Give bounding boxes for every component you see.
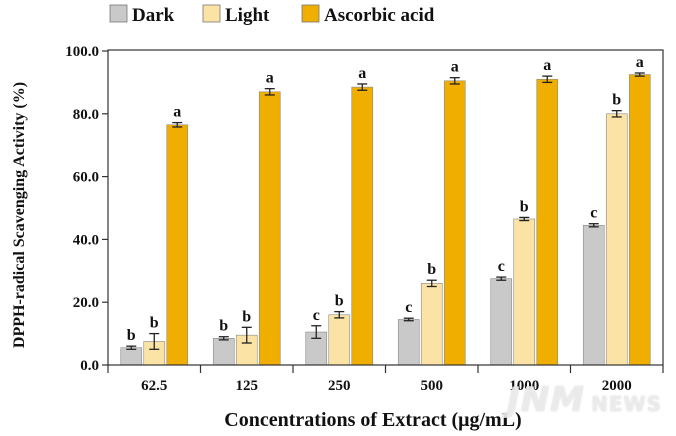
significance-label: c <box>405 299 412 316</box>
legend-label: Dark <box>132 5 175 26</box>
significance-label: b <box>520 198 529 215</box>
axes: 0.0 20.0 40.0 60.0 80.0 100.0 62.5 125 250 500 100… <box>65 44 664 394</box>
legend-swatch <box>202 4 221 23</box>
bar-dark <box>212 338 235 366</box>
significance-label: b <box>612 92 621 109</box>
bar-ascorbic-acid <box>258 91 281 366</box>
bar-ascorbic-acid <box>351 86 374 366</box>
legend-label: Ascorbic acid <box>324 5 435 26</box>
significance-label: b <box>150 315 159 332</box>
x-tick-label: 1000 <box>509 378 539 394</box>
bar-dark <box>490 278 513 366</box>
significance-label: b <box>219 318 228 335</box>
legend-label: Light <box>225 5 270 26</box>
bar-light <box>420 283 443 366</box>
legend-swatch <box>109 4 128 23</box>
significance-label: a <box>266 70 274 87</box>
x-tick-label: 500 <box>421 378 444 394</box>
plot-frame <box>107 49 664 366</box>
bar-light <box>605 113 628 366</box>
significance-label: a <box>173 104 181 121</box>
bar-ascorbic-acid <box>536 78 559 366</box>
bar-ascorbic-acid <box>166 124 189 366</box>
y-tick-label: 60.0 <box>73 170 99 186</box>
significance-label: a <box>451 59 459 76</box>
bar-ascorbic-acid <box>628 74 651 366</box>
significance-label: a <box>358 65 366 82</box>
x-tick-label: 62.5 <box>141 378 167 394</box>
legend: Dark Light Ascorbic acid <box>109 4 435 26</box>
significance-label: a <box>543 57 551 74</box>
significance-label: b <box>335 293 344 310</box>
y-tick-label: 20.0 <box>73 295 99 311</box>
legend-swatch <box>301 4 320 23</box>
watermark-sub: NEWS <box>591 392 662 416</box>
significance-label: c <box>498 258 505 275</box>
y-tick-label: 80.0 <box>73 107 99 123</box>
significance-label: b <box>427 261 436 278</box>
significance-label: a <box>636 54 644 71</box>
significance-label: c <box>313 307 320 324</box>
y-tick-label: 100.0 <box>65 44 99 60</box>
significance-label: b <box>127 327 136 344</box>
bar-ascorbic-acid <box>443 80 466 366</box>
bar-dark <box>582 224 605 366</box>
jnm-news-watermark: JNM NEWS <box>507 380 662 420</box>
x-tick-label: 2000 <box>602 378 632 394</box>
bar-dark <box>397 319 420 366</box>
x-tick-label: 125 <box>236 378 259 394</box>
bar-dark <box>120 347 143 366</box>
significance-label: c <box>590 205 597 222</box>
y-tick-label: 40.0 <box>73 232 99 248</box>
bar-light <box>328 314 351 366</box>
significance-label: b <box>242 308 251 325</box>
bar-light <box>513 218 536 366</box>
y-axis-label: DPPH-radical Scavenging Activity (%) <box>11 82 28 348</box>
x-axis-label: Concentrations of Extract (μg/mL) <box>224 409 521 431</box>
y-tick-label: 0.0 <box>80 358 99 374</box>
x-tick-label: 250 <box>328 378 351 394</box>
watermark-main: JNM <box>507 380 586 420</box>
